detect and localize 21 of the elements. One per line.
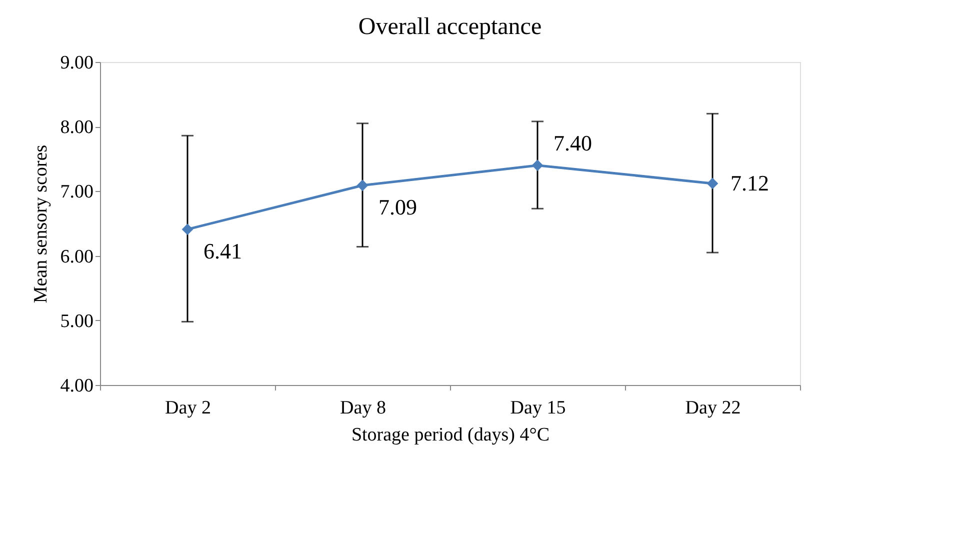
x-tick-label: Day 22: [685, 398, 741, 418]
y-tick-label: 9.00: [60, 52, 94, 74]
x-tick-label: Day 8: [340, 398, 386, 418]
y-tick-label: 7.00: [60, 182, 94, 203]
point: [356, 180, 368, 192]
text: 7.12: [730, 170, 769, 196]
text: 6.41: [204, 238, 242, 264]
text: 7.09: [378, 194, 417, 220]
text: 7.40: [554, 130, 592, 156]
chart-title: Overall acceptance: [358, 14, 542, 40]
point: [706, 178, 718, 190]
x-tick-label: Day 15: [510, 398, 566, 418]
y-tick-label: 5.00: [60, 310, 94, 332]
y-tick-label: 4.00: [60, 376, 94, 396]
y-tick-label: 8.00: [60, 117, 94, 138]
x-tick-label: Day 2: [165, 398, 211, 418]
y-axis-title: Mean sensory scores: [30, 144, 52, 304]
x-axis-title: Storage period (days) 4°C: [351, 424, 550, 446]
point: [532, 160, 544, 172]
point: [182, 224, 194, 236]
y-tick-label: 6.00: [60, 246, 94, 268]
